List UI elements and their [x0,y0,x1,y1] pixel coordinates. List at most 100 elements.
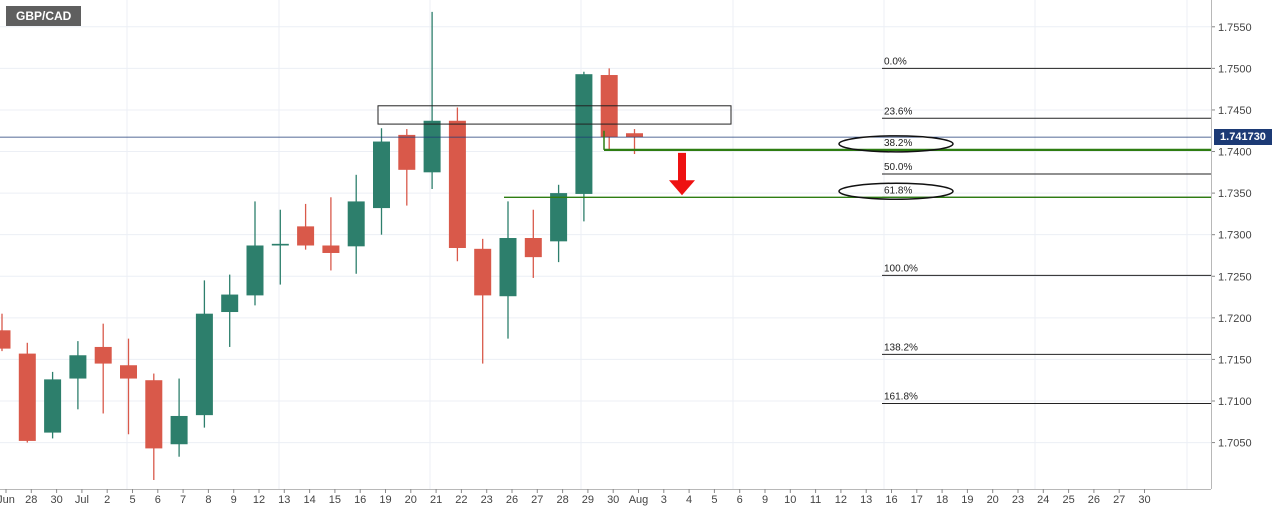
resistance-zone-box [377,105,732,125]
x-tick-label: 12 [253,494,265,506]
x-tick-label: 21 [430,494,442,506]
symbol-label: GBP/CAD [6,6,82,26]
time-axis[interactable]: Jun2830Jul256789121314151619202122232627… [0,489,1211,506]
x-tick-label: 16 [885,494,897,506]
fibonacci-levels: 0.0% 23.6% 38.2% 50.0% 61.8% 100.0% 138.2% 161.… [882,56,1211,404]
y-tick-label: 1.7150 [1218,354,1252,366]
x-tick-label: 17 [911,494,923,506]
candle-6 [195,280,213,428]
candle-body [94,346,112,364]
x-tick-label: 8 [205,494,211,506]
candle-body [246,245,264,296]
fib-level-label: 23.6% [884,106,912,117]
x-tick-label: 24 [1037,494,1049,506]
x-tick-label: Jul [75,494,89,506]
candle-27 [575,71,593,222]
candle-16 [398,129,416,206]
candle-23 [524,209,542,278]
candle-body [271,243,289,246]
x-tick-label: 4 [686,494,692,506]
grid [0,0,1211,489]
x-tick-label: 19 [961,494,973,506]
x-tick-label: 7 [180,494,186,506]
x-tick-label: 13 [860,494,872,506]
fib-level-label: 138.2% [884,342,918,353]
price-axis[interactable]: 1.7050 1.7100 1.7150 1.7200 1.7250 1.7300 1.73… [1211,0,1252,489]
candle-26 [550,184,568,263]
candle-body [0,330,11,349]
x-tick-label: 20 [405,494,417,506]
candle-24 [0,313,11,352]
candle-body [448,120,466,248]
fib-level-label: 38.2% [884,138,912,149]
x-tick-label: 11 [810,494,821,506]
x-tick-label: 26 [506,494,518,506]
x-tick-label: 6 [737,494,743,506]
candle-body [423,120,441,173]
candle-30 [94,323,112,414]
candle-body [69,355,87,379]
y-tick-label: 1.7500 [1218,63,1252,75]
candle-body [398,134,416,170]
candle-body [524,238,542,258]
y-tick-label: 1.7400 [1218,147,1252,159]
candles [0,11,643,480]
x-tick-label: 12 [835,494,847,506]
fib-level-label: 100.0% [884,263,918,274]
candle-7 [221,274,239,347]
candle-19 [423,11,441,189]
candle-25 [18,342,36,443]
x-tick-label: 22 [455,494,467,506]
x-tick-label: 28 [556,494,568,506]
x-tick-label: 5 [711,494,717,506]
candle-9 [271,209,289,285]
candle-body [18,353,36,441]
candle-body [145,380,163,449]
candle-21 [474,238,492,364]
fib-level-label: 161.8% [884,391,918,402]
candle-14 [347,174,365,274]
down-arrow-shaft [678,152,686,182]
candle-13 [322,197,340,271]
down-arrow-head [669,180,695,196]
candle-20 [448,107,466,262]
candle-5 [170,378,188,457]
fib-level-label: 61.8% [884,185,912,196]
candle-28 [44,371,62,439]
candle-1 [120,338,137,435]
x-tick-label: 20 [987,494,999,506]
candle-8 [246,201,264,306]
y-tick-label: 1.7550 [1218,22,1252,34]
x-tick-label: 6 [155,494,161,506]
current-price-badge: 1.741730 [1214,129,1272,146]
x-tick-label: 10 [784,494,796,506]
x-tick-label: 3 [661,494,667,506]
x-tick-label: 25 [1062,494,1074,506]
candle-body [44,379,62,433]
fib-level-label: 50.0% [884,162,912,173]
candle-body [575,74,593,194]
y-tick-label: 1.7300 [1218,230,1252,242]
x-tick-label: 30 [1138,494,1150,506]
candle-body [474,248,492,296]
x-tick-label: 30 [50,494,62,506]
x-tick-label: 18 [936,494,948,506]
y-tick-label: 1.7450 [1218,105,1252,117]
x-tick-label: 2 [104,494,110,506]
candle-body [221,294,239,313]
candle-15 [373,128,390,235]
x-tick-label: 26 [1088,494,1100,506]
candle-body [373,141,390,209]
y-tick-label: 1.7250 [1218,271,1252,283]
x-tick-label: 23 [1012,494,1024,506]
y-tick-label: 1.7350 [1218,188,1252,200]
candle-2 [145,373,163,480]
candle-body [626,133,643,138]
x-tick-label: 28 [25,494,37,506]
annotations [0,105,1211,201]
x-tick-label: 19 [379,494,391,506]
candle-29 [69,341,87,410]
x-tick-label: 15 [329,494,341,506]
